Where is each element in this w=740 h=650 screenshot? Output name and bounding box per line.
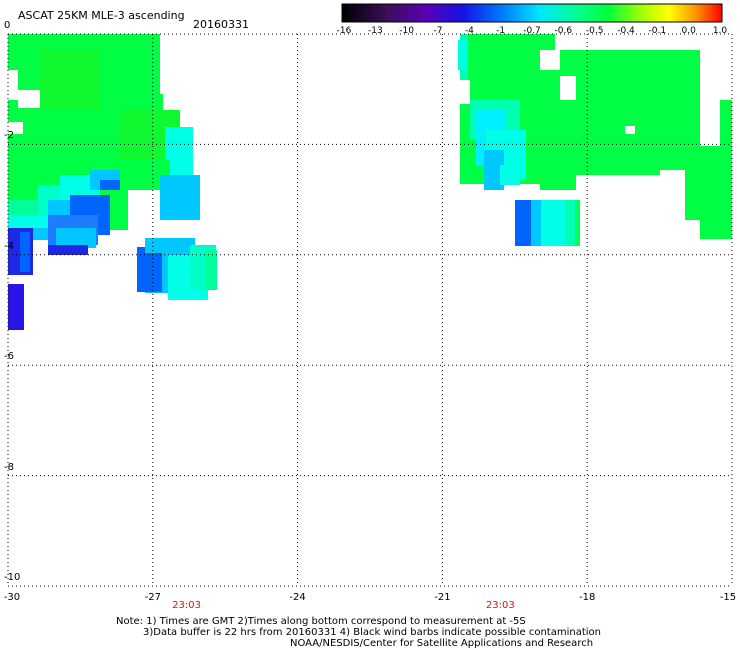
data-gap	[625, 126, 635, 134]
colorbar-label: -0.4	[617, 26, 635, 36]
map-date: 20160331	[193, 18, 249, 31]
pass-time-label: 23:03	[172, 600, 201, 611]
lat-label: -6	[4, 351, 14, 363]
wind-cell	[100, 180, 120, 190]
wind-cell	[56, 228, 96, 248]
wind-cell	[145, 238, 170, 253]
lat-label: -2	[4, 130, 14, 142]
data-gap	[560, 76, 576, 100]
colorbar-label: -1	[496, 26, 506, 36]
colorbar-label: -10	[399, 26, 415, 36]
wind-cell	[160, 175, 200, 220]
colorbar-label: -0.1	[648, 26, 667, 36]
note-line-1: Note: 1) Times are GMT 2)Times along bot…	[116, 616, 526, 627]
colorbar-label: -0.5	[585, 26, 604, 36]
wind-cell	[720, 100, 732, 150]
wind-cell	[685, 150, 732, 220]
wind-cell	[137, 247, 162, 292]
colorbar-label: 1.0	[712, 26, 728, 36]
wind-cell	[515, 200, 531, 246]
wind-cell	[205, 250, 217, 290]
data-gap	[8, 122, 23, 134]
wind-cell	[8, 284, 24, 330]
wind-cell	[565, 200, 575, 246]
wind-cell	[575, 200, 580, 246]
lon-label: -15	[719, 592, 737, 603]
data-gap	[576, 175, 666, 187]
lat-label: -10	[4, 572, 21, 583]
wind-cell	[20, 232, 30, 272]
colorbar-label: -0.7	[523, 26, 541, 36]
wind-cell	[484, 150, 504, 190]
lon-label: -21	[434, 592, 451, 603]
data-gap	[8, 70, 18, 100]
lon-label: -30	[3, 592, 21, 603]
data-gap	[460, 80, 470, 104]
lat-label: 0	[4, 20, 11, 31]
data-gap	[160, 34, 166, 94]
note-line-2: 3)Data buffer is 22 hrs from 20160331 4)…	[143, 627, 601, 638]
colorbar-label: -13	[367, 26, 383, 36]
map-title: ASCAT 25KM MLE-3 ascending	[18, 9, 185, 22]
wind-cell	[48, 245, 88, 255]
lon-label: -18	[579, 592, 596, 603]
lat-label: -8	[4, 461, 14, 473]
data-gap	[660, 170, 690, 190]
colorbar-label: -4	[464, 26, 474, 36]
wind-cell	[458, 40, 468, 70]
lon-label: -27	[144, 592, 161, 603]
data-gap	[555, 34, 732, 50]
lon-label: -24	[289, 592, 306, 603]
data-gap	[540, 50, 560, 70]
colorbar-label: -0.6	[554, 26, 573, 36]
colorbar-label: -7	[433, 26, 443, 36]
note-line-3: NOAA/NESDIS/Center for Satellite Applica…	[290, 638, 594, 649]
colorbar-label: -16	[336, 26, 352, 36]
wind-cell	[40, 50, 100, 110]
pass-time-label: 23:03	[485, 600, 515, 611]
wind-cell	[540, 175, 576, 190]
wind-cell	[700, 215, 732, 239]
colorbar-label: 0.0	[681, 26, 696, 36]
wind-cell	[500, 165, 520, 185]
wind-cell	[531, 200, 541, 246]
lat-label: -4	[4, 240, 14, 252]
